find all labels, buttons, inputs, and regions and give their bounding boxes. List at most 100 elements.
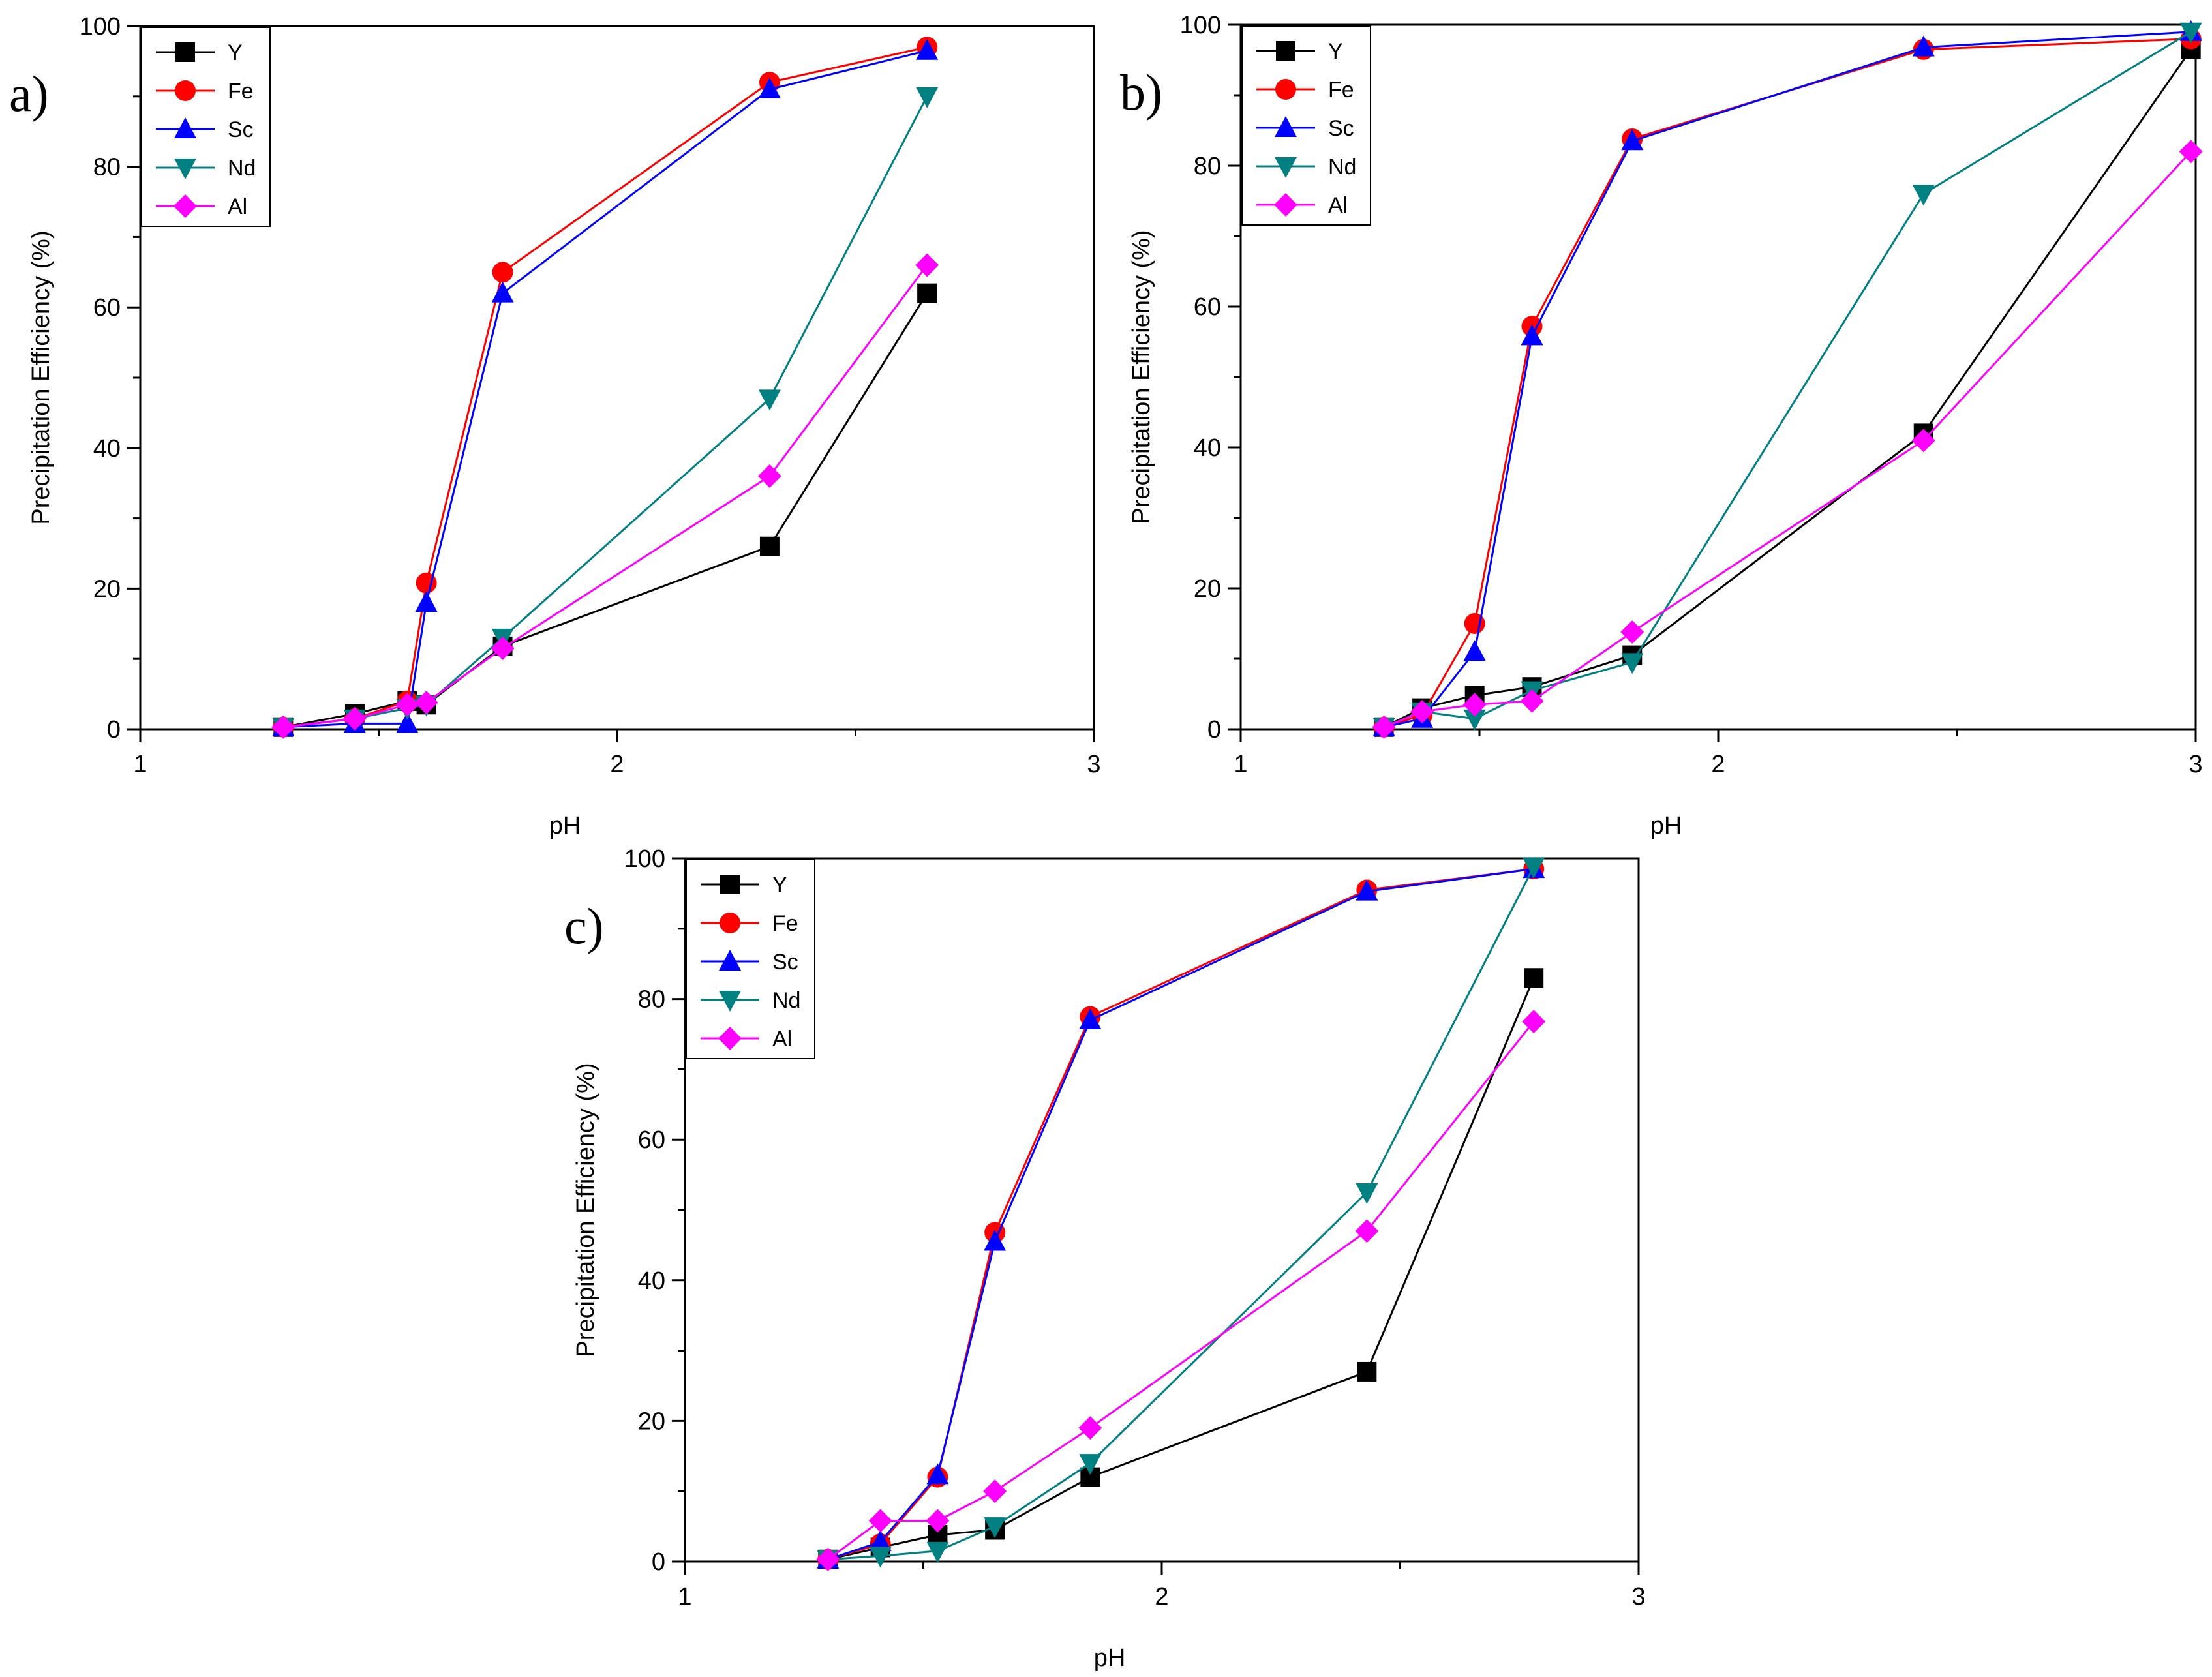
x-axis-label: pH xyxy=(1650,812,1682,839)
y-tick-label: 0 xyxy=(652,1549,665,1576)
y-tick-label: 0 xyxy=(1207,716,1221,744)
legend-marker-Nd xyxy=(1275,157,1297,178)
legend-label: Sc xyxy=(1328,116,1354,141)
y-tick-label: 40 xyxy=(638,1267,665,1295)
chart-panel-a: 1 2 3 0 20 40 60 80 100 pH Precipitation Efficienc… xyxy=(9,13,1101,839)
data-point-Nd xyxy=(1523,857,1545,879)
legend-item-Y: Y xyxy=(1256,39,1343,64)
data-point-Sc xyxy=(1079,1008,1102,1029)
y-tick-label: 60 xyxy=(638,1126,665,1154)
legend-marker-Y xyxy=(720,875,740,894)
legend-label: Y xyxy=(1328,39,1343,64)
legend-box xyxy=(141,27,271,227)
legend-marker-Fe xyxy=(175,80,196,101)
data-point-Y xyxy=(1524,968,1544,988)
legend-label: Nd xyxy=(1328,155,1356,179)
data-point-Nd xyxy=(1356,1183,1378,1205)
data-point-Nd xyxy=(758,389,781,411)
series-line-Al xyxy=(1384,151,2192,729)
legend-marker-Sc xyxy=(174,117,196,138)
series-Al xyxy=(271,253,939,739)
data-point-Sc xyxy=(984,1230,1007,1251)
y-tick-label: 40 xyxy=(1194,434,1221,462)
x-tick-label: 3 xyxy=(2189,751,2202,778)
series-line-Nd xyxy=(1384,31,2192,729)
y-tick-label: 100 xyxy=(1180,12,1221,39)
data-point-Sc xyxy=(491,281,514,303)
data-point-Al xyxy=(1355,1219,1379,1243)
y-tick-label: 60 xyxy=(1194,294,1221,321)
x-tick-label: 2 xyxy=(1711,751,1725,778)
series-Al xyxy=(816,1010,1546,1571)
legend-marker-Fe xyxy=(720,913,740,933)
y-tick-label: 100 xyxy=(80,13,121,40)
data-point-Sc xyxy=(1356,879,1378,901)
legend-item-Fe: Fe xyxy=(1256,78,1354,102)
data-point-Al xyxy=(1372,715,1396,739)
series-line-Sc xyxy=(1384,31,2191,729)
data-point-Nd xyxy=(1912,185,1935,206)
data-point-Sc xyxy=(1521,324,1543,346)
data-point-Al xyxy=(1462,693,1487,717)
legend-item-Y: Y xyxy=(701,873,787,898)
data-point-Al xyxy=(757,464,781,488)
x-tick-label: 2 xyxy=(1155,1583,1168,1610)
data-point-Nd xyxy=(1079,1454,1102,1475)
data-point-Fe xyxy=(492,262,513,283)
data-point-Sc xyxy=(1463,640,1486,661)
data-point-Nd xyxy=(869,1547,892,1568)
legend-item-Al: Al xyxy=(701,1027,792,1051)
legend-item-Sc: Sc xyxy=(156,117,254,142)
legend-marker-Nd xyxy=(174,159,196,179)
series-Fe xyxy=(817,858,1545,1570)
x-tick-label: 1 xyxy=(133,751,147,778)
series-line-Sc xyxy=(827,868,1534,1561)
series-Nd xyxy=(272,87,939,739)
legend-item-Nd: Nd xyxy=(156,156,256,181)
data-point-Al xyxy=(2179,140,2203,164)
legend-marker-Sc xyxy=(719,950,741,971)
legend-marker-Al xyxy=(174,194,197,218)
legend-item-Sc: Sc xyxy=(1256,116,1354,141)
y-tick-label: 0 xyxy=(107,716,121,744)
series-Fe xyxy=(1373,28,2202,738)
series-Fe xyxy=(273,37,938,738)
legend-item-Fe: Fe xyxy=(156,79,254,104)
series-line-Fe xyxy=(1384,38,2191,729)
data-point-Nd xyxy=(2179,22,2202,44)
series-line-Y xyxy=(283,292,928,729)
legend-box xyxy=(1241,25,1371,226)
data-point-Al xyxy=(491,637,515,661)
chart-panel-c: 1 2 3 0 20 40 60 80 100 pH Precipitation Efficienc… xyxy=(564,845,1646,1672)
legend-label: Y xyxy=(228,40,243,65)
plot-frame xyxy=(684,857,1640,1563)
data-point-Al xyxy=(395,693,419,717)
x-tick-label: 2 xyxy=(610,751,624,778)
data-point-Y xyxy=(759,536,780,556)
data-point-Al xyxy=(342,706,367,731)
y-tick-label: 20 xyxy=(1194,575,1221,603)
series-Sc xyxy=(272,38,939,736)
series-Y xyxy=(1374,39,2201,737)
y-tick-label: 20 xyxy=(638,1408,665,1435)
legend-marker-Al xyxy=(1274,193,1297,217)
legend-item-Al: Al xyxy=(1256,193,1348,218)
data-point-Nd xyxy=(984,1517,1007,1539)
data-point-Al xyxy=(1911,429,1935,453)
legend-label: Fe xyxy=(1328,78,1354,102)
legend-marker-Y xyxy=(1276,41,1295,61)
legend-label: Fe xyxy=(772,911,798,936)
legend-label: Nd xyxy=(772,988,800,1013)
data-point-Sc xyxy=(1912,35,1935,57)
legend-marker-Fe xyxy=(1275,79,1296,100)
x-axis-label: pH xyxy=(1094,1644,1126,1672)
legend-item-Sc: Sc xyxy=(701,950,798,974)
x-tick-label: 1 xyxy=(1234,751,1247,778)
legend-box xyxy=(686,859,815,1059)
x-tick-label: 3 xyxy=(1087,751,1100,778)
data-point-Sc xyxy=(396,712,419,733)
data-point-Sc xyxy=(1621,129,1644,151)
series-Y xyxy=(273,283,937,737)
data-point-Al xyxy=(915,253,939,277)
legend-label: Nd xyxy=(228,156,256,181)
